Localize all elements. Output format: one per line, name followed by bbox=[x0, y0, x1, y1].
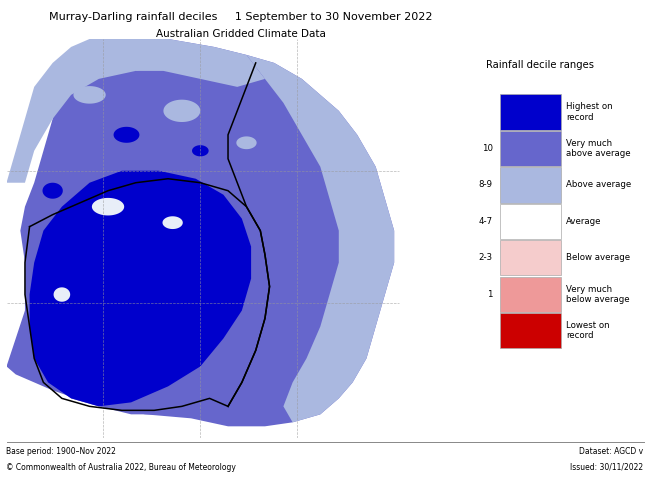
Polygon shape bbox=[163, 100, 200, 122]
Polygon shape bbox=[42, 183, 63, 199]
Bar bbox=[500, 240, 561, 276]
Text: 4-7: 4-7 bbox=[478, 217, 493, 226]
Text: 2-3: 2-3 bbox=[478, 253, 493, 262]
Text: Issued: 30/11/2022: Issued: 30/11/2022 bbox=[571, 463, 644, 471]
Text: Murray-Darling rainfall deciles     1 September to 30 November 2022: Murray-Darling rainfall deciles 1 Septem… bbox=[49, 12, 432, 22]
Text: Lowest on
record: Lowest on record bbox=[566, 321, 610, 340]
Polygon shape bbox=[114, 127, 139, 143]
Polygon shape bbox=[92, 198, 124, 215]
Text: Very much
above average: Very much above average bbox=[566, 139, 631, 158]
Text: 1: 1 bbox=[487, 290, 493, 299]
Polygon shape bbox=[136, 39, 265, 87]
Bar bbox=[500, 204, 561, 239]
Text: © Commonwealth of Australia 2022, Bureau of Meteorology: © Commonwealth of Australia 2022, Bureau… bbox=[6, 463, 237, 471]
Polygon shape bbox=[162, 216, 183, 229]
Text: Below average: Below average bbox=[566, 253, 630, 262]
Polygon shape bbox=[53, 287, 70, 302]
Polygon shape bbox=[246, 55, 394, 422]
Polygon shape bbox=[6, 39, 191, 183]
Text: Highest on
record: Highest on record bbox=[566, 102, 613, 122]
Text: Base period: 1900–Nov 2022: Base period: 1900–Nov 2022 bbox=[6, 447, 116, 456]
Polygon shape bbox=[25, 95, 297, 414]
Text: Dataset: AGCD v: Dataset: AGCD v bbox=[579, 447, 644, 456]
Text: Above average: Above average bbox=[566, 180, 632, 189]
Polygon shape bbox=[6, 39, 394, 426]
Polygon shape bbox=[192, 145, 209, 156]
Polygon shape bbox=[30, 171, 251, 406]
Text: 10: 10 bbox=[482, 144, 493, 153]
Text: Average: Average bbox=[566, 217, 602, 226]
Polygon shape bbox=[73, 86, 106, 104]
Bar bbox=[500, 94, 561, 130]
Bar bbox=[500, 277, 561, 312]
Text: 8-9: 8-9 bbox=[478, 180, 493, 189]
Bar bbox=[500, 131, 561, 166]
Bar bbox=[500, 167, 561, 203]
Text: Australian Gridded Climate Data: Australian Gridded Climate Data bbox=[155, 29, 326, 39]
Bar bbox=[500, 313, 561, 348]
Text: Rainfall decile ranges: Rainfall decile ranges bbox=[486, 60, 593, 70]
Text: Very much
below average: Very much below average bbox=[566, 284, 630, 304]
Polygon shape bbox=[237, 136, 257, 149]
